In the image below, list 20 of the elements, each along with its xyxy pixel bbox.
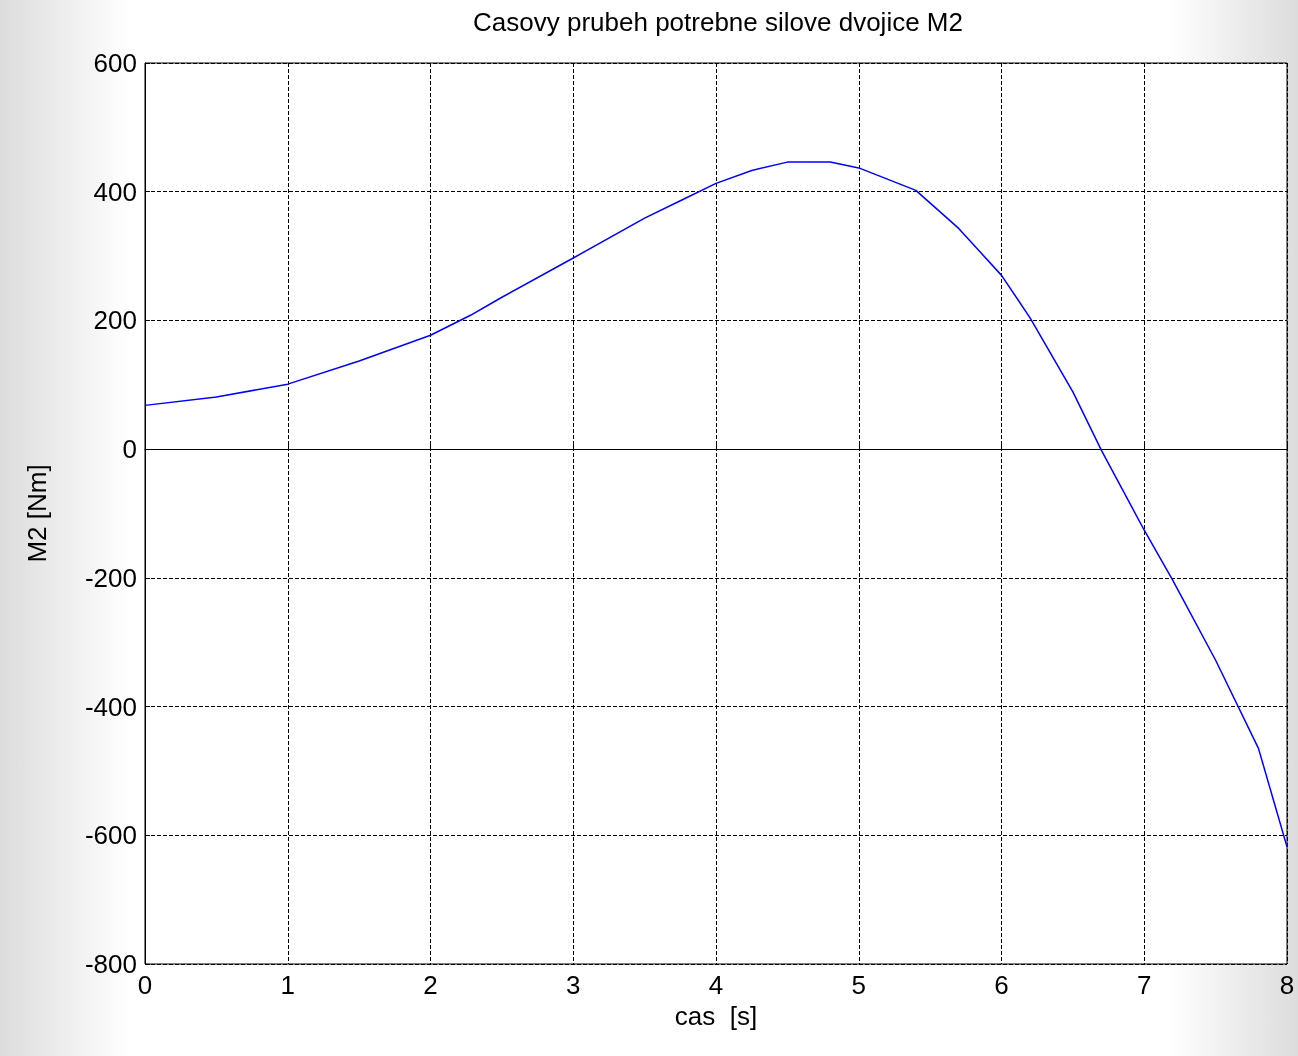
y-axis-title: M2 [Nm] bbox=[22, 464, 52, 563]
y-tick-label: -200 bbox=[84, 562, 137, 593]
x-tick-label: 3 bbox=[566, 970, 581, 1000]
x-tick-label: 1 bbox=[280, 970, 295, 1000]
y-tick-label: -400 bbox=[84, 691, 137, 722]
y-tick-label: 600 bbox=[93, 48, 137, 78]
x-tick-label: 6 bbox=[994, 970, 1009, 1000]
x-tick-label: 2 bbox=[423, 970, 438, 1000]
x-tick-label: 7 bbox=[1137, 970, 1152, 1000]
y-tick-label: 200 bbox=[93, 305, 137, 336]
line-series bbox=[144, 161, 1288, 848]
y-tick-label: 400 bbox=[93, 176, 137, 207]
x-tick-label: 4 bbox=[708, 970, 724, 1000]
y-tick-label: -800 bbox=[84, 949, 137, 979]
y-tick-label: 0 bbox=[122, 434, 137, 465]
chart-title: Casovy prubeh potrebne silove dvojice M2 bbox=[473, 7, 963, 37]
x-tick-label: 8 bbox=[1279, 970, 1295, 1000]
x-tick-label: 5 bbox=[851, 970, 866, 1000]
x-axis-title: cas [s] bbox=[674, 1000, 758, 1031]
y-tick-label: -600 bbox=[84, 820, 137, 851]
